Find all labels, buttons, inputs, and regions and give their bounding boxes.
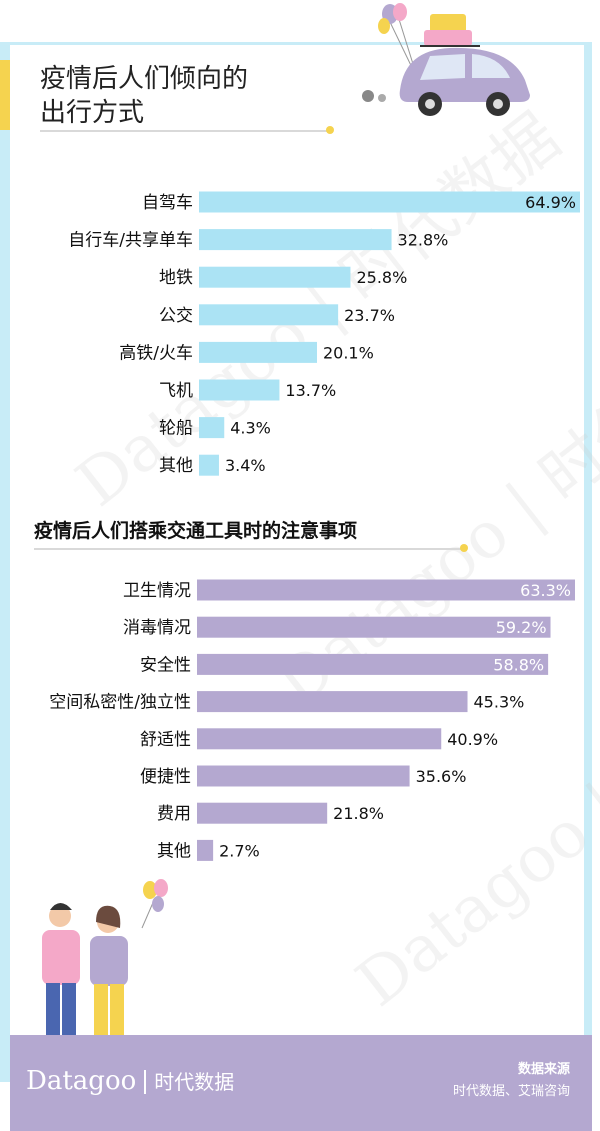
bar (197, 728, 442, 750)
value-label: 35.6% (416, 767, 467, 786)
category-label: 便捷性 (140, 767, 191, 787)
frame-left (0, 42, 10, 1082)
bar (197, 765, 410, 787)
section2-title: 疫情后人们搭乘交通工具时的注意事项 (34, 520, 358, 542)
logo: Datagoo 时代数据 (26, 1066, 235, 1096)
value-label: 13.7% (285, 381, 336, 400)
category-label: 其他 (159, 456, 193, 476)
category-label: 费用 (157, 804, 191, 824)
value-label: 3.4% (225, 456, 266, 475)
value-label: 58.8% (493, 655, 544, 674)
bar (199, 191, 580, 213)
value-label: 4.3% (230, 419, 271, 438)
frame-left-accent (0, 60, 10, 130)
value-label: 63.3% (520, 581, 571, 600)
bar (197, 691, 468, 713)
bar (199, 417, 225, 439)
bar (199, 341, 317, 363)
bar (197, 579, 575, 601)
bar (197, 839, 214, 861)
source-text: 时代数据、艾瑞咨询 (452, 1084, 570, 1099)
page-title: 疫情后人们倾向的 出行方式 (40, 62, 248, 130)
logo-text: Datagoo (26, 1066, 137, 1096)
title-dot (326, 126, 334, 134)
bar (199, 266, 351, 288)
bar (199, 229, 392, 251)
luggage-icon (420, 14, 480, 47)
title-underline (40, 130, 330, 132)
page-title-line1: 疫情后人们倾向的 (40, 64, 249, 94)
category-label: 自驾车 (142, 193, 193, 213)
chart-travel-modes: 自驾车 64.9% 自行车/共享单车 32.8% 地铁 25.8% 公交 23.7% 高铁/火车… (68, 191, 580, 476)
category-label: 卫生情况 (123, 581, 191, 601)
category-label: 公交 (159, 306, 193, 326)
value-label: 20.1% (323, 343, 374, 362)
bar (199, 379, 280, 401)
frame-right (584, 42, 592, 1082)
category-label: 地铁 (159, 268, 193, 288)
category-label: 飞机 (159, 381, 193, 401)
value-label: 2.7% (219, 841, 260, 860)
footer (10, 1035, 592, 1131)
bar (199, 304, 339, 326)
value-label: 59.2% (496, 618, 547, 637)
category-label: 舒适性 (140, 730, 191, 750)
frame-top (10, 42, 592, 45)
car-illustration (362, 3, 530, 116)
value-label: 40.9% (447, 730, 498, 749)
value-label: 32.8% (398, 231, 449, 250)
section2-dot (460, 544, 468, 552)
logo-cn: 时代数据 (144, 1070, 235, 1094)
value-label: 23.7% (344, 306, 395, 325)
page-title-line2: 出行方式 (40, 98, 145, 128)
value-label: 64.9% (525, 193, 576, 212)
category-label: 轮船 (159, 419, 193, 439)
category-label: 消毒情况 (123, 618, 191, 638)
bar (197, 653, 549, 675)
bar (197, 616, 551, 638)
car-icon (362, 47, 530, 116)
value-label: 25.8% (356, 268, 407, 287)
category-label: 自行车/共享单车 (68, 231, 193, 251)
chart-concerns: 卫生情况 63.3% 消毒情况 59.2% 安全性 58.8% 空间私密性/独立性 45.3%… (49, 579, 575, 861)
category-label: 其他 (157, 841, 191, 861)
value-label: 45.3% (474, 693, 525, 712)
value-label: 21.8% (333, 804, 384, 823)
section2-underline (34, 548, 464, 550)
balloons-icon (378, 3, 419, 81)
category-label: 安全性 (140, 655, 191, 675)
category-label: 高铁/火车 (119, 343, 193, 363)
balloons-icon (141, 879, 168, 929)
category-label: 空间私密性/独立性 (49, 693, 191, 713)
bar (199, 454, 219, 476)
bar (197, 802, 328, 824)
source-title: 数据来源 (517, 1062, 570, 1077)
